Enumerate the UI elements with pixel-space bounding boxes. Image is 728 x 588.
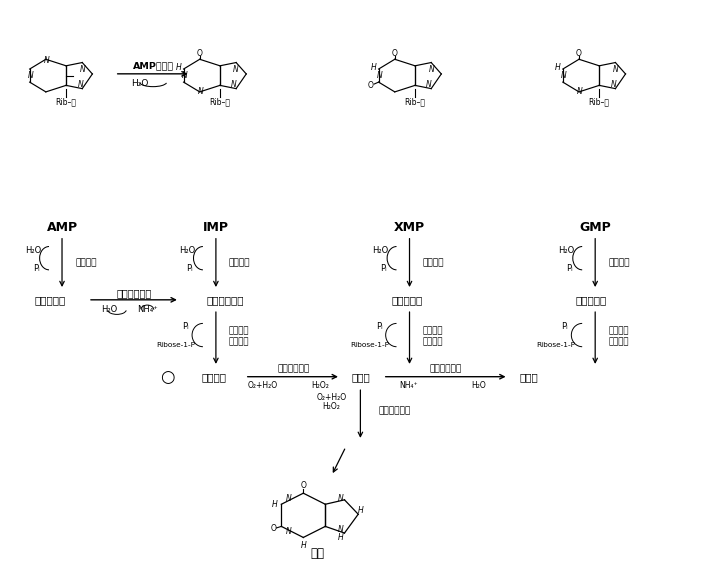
Text: H: H xyxy=(555,63,561,72)
Text: N: N xyxy=(285,495,291,503)
Text: N: N xyxy=(28,71,33,80)
Text: AMP脱氨酶: AMP脱氨酶 xyxy=(132,61,173,70)
Text: H₂O: H₂O xyxy=(558,246,574,255)
Text: 鸟嘌呤核苷: 鸟嘌呤核苷 xyxy=(576,295,607,305)
Text: N: N xyxy=(611,80,617,89)
Text: H₂O: H₂O xyxy=(102,305,118,313)
Text: 次黄嘌呤核苷: 次黄嘌呤核苷 xyxy=(207,295,244,305)
Text: H₂O: H₂O xyxy=(131,79,149,88)
Text: H: H xyxy=(301,541,306,550)
Text: AMP: AMP xyxy=(47,220,78,233)
Text: N: N xyxy=(182,71,187,80)
Text: 次黄嘌呤: 次黄嘌呤 xyxy=(201,372,226,382)
Text: 腺嘌呤脱氨酶: 腺嘌呤脱氨酶 xyxy=(116,288,152,298)
Text: 鸟嘌呤脱氨酶: 鸟嘌呤脱氨酶 xyxy=(430,365,462,373)
Text: 黄嘌呤核苷: 黄嘌呤核苷 xyxy=(392,295,423,305)
Text: NH₄⁺: NH₄⁺ xyxy=(137,305,158,313)
Text: N: N xyxy=(428,65,434,74)
Text: O₂+H₂O: O₂+H₂O xyxy=(248,381,278,390)
Text: Ribose-1-P: Ribose-1-P xyxy=(350,342,389,348)
Text: O: O xyxy=(576,49,582,58)
Text: N: N xyxy=(77,80,83,89)
Text: Rib–Ⓟ: Rib–Ⓟ xyxy=(210,97,231,106)
Text: 核苷酸酶: 核苷酸酶 xyxy=(75,258,97,268)
Text: Pᵢ: Pᵢ xyxy=(182,322,189,331)
Text: 嘌呤核苷: 嘌呤核苷 xyxy=(422,326,443,336)
Text: N: N xyxy=(612,65,618,74)
Text: 磷酸化酶: 磷酸化酶 xyxy=(422,338,443,346)
Text: H₂O: H₂O xyxy=(373,246,389,255)
Text: H: H xyxy=(338,533,343,542)
Text: Ribose-1-P: Ribose-1-P xyxy=(157,342,196,348)
Text: Rib–Ⓟ: Rib–Ⓟ xyxy=(405,97,425,106)
Text: H₂O: H₂O xyxy=(471,381,486,390)
Text: H: H xyxy=(272,500,277,509)
Text: Rib–Ⓟ: Rib–Ⓟ xyxy=(589,97,610,106)
Text: 黄嘌呤氧化酶: 黄嘌呤氧化酶 xyxy=(277,365,309,373)
Text: O: O xyxy=(301,481,306,490)
Text: H₂O₂: H₂O₂ xyxy=(323,403,341,412)
Text: O: O xyxy=(392,49,397,58)
Text: N: N xyxy=(232,80,237,89)
Text: 核苷酸酶: 核苷酸酶 xyxy=(422,258,444,268)
Text: N: N xyxy=(44,56,50,65)
Text: XMP: XMP xyxy=(394,220,425,233)
Text: Pᵢ: Pᵢ xyxy=(380,264,387,273)
Text: H₂O₂: H₂O₂ xyxy=(312,381,330,390)
Text: N: N xyxy=(338,525,343,534)
Text: IMP: IMP xyxy=(203,220,229,233)
Text: H: H xyxy=(371,63,376,72)
Text: 核苷酸酶: 核苷酸酶 xyxy=(229,258,250,268)
Text: 腺嘌呤核苷: 腺嘌呤核苷 xyxy=(34,295,66,305)
Text: O: O xyxy=(197,49,202,58)
Text: 鸟嘌呤: 鸟嘌呤 xyxy=(519,372,538,382)
Text: 黄嘌呤氧化酶: 黄嘌呤氧化酶 xyxy=(379,406,411,415)
Text: 嘌呤核苷: 嘌呤核苷 xyxy=(229,326,250,336)
Text: 磷酸化酶: 磷酸化酶 xyxy=(608,338,629,346)
Text: N: N xyxy=(198,86,204,96)
Text: O₂+H₂O: O₂+H₂O xyxy=(317,393,347,402)
Text: N: N xyxy=(561,71,566,80)
Text: 磷酸化酶: 磷酸化酶 xyxy=(229,338,250,346)
Text: ○: ○ xyxy=(160,368,175,386)
Text: Rib–Ⓟ: Rib–Ⓟ xyxy=(55,97,76,106)
Text: H: H xyxy=(175,63,181,72)
Text: 核苷酸酶: 核苷酸酶 xyxy=(608,258,630,268)
Text: 嘌呤核苷: 嘌呤核苷 xyxy=(608,326,629,336)
Text: Pᵢ: Pᵢ xyxy=(561,322,568,331)
Text: O: O xyxy=(271,524,277,533)
Text: N: N xyxy=(79,65,85,74)
Text: N: N xyxy=(427,80,432,89)
Text: O: O xyxy=(368,81,373,90)
Text: 黄嘌呤: 黄嘌呤 xyxy=(351,372,370,382)
Text: N: N xyxy=(233,65,239,74)
Text: H: H xyxy=(358,506,364,516)
Text: N: N xyxy=(338,495,343,503)
Text: NH₄⁺: NH₄⁺ xyxy=(400,381,418,390)
Text: N: N xyxy=(577,86,583,96)
Text: Pᵢ: Pᵢ xyxy=(33,264,39,273)
Text: 尿酸: 尿酸 xyxy=(310,547,324,560)
Text: Pᵢ: Pᵢ xyxy=(566,264,572,273)
Text: N: N xyxy=(285,527,291,536)
Text: Pᵢ: Pᵢ xyxy=(186,264,193,273)
Text: Ribose-1-P: Ribose-1-P xyxy=(536,342,575,348)
Text: H₂O: H₂O xyxy=(25,246,41,255)
Text: GMP: GMP xyxy=(579,220,611,233)
Text: H₂O: H₂O xyxy=(179,246,195,255)
Text: Pᵢ: Pᵢ xyxy=(376,322,382,331)
Text: N: N xyxy=(376,71,382,80)
